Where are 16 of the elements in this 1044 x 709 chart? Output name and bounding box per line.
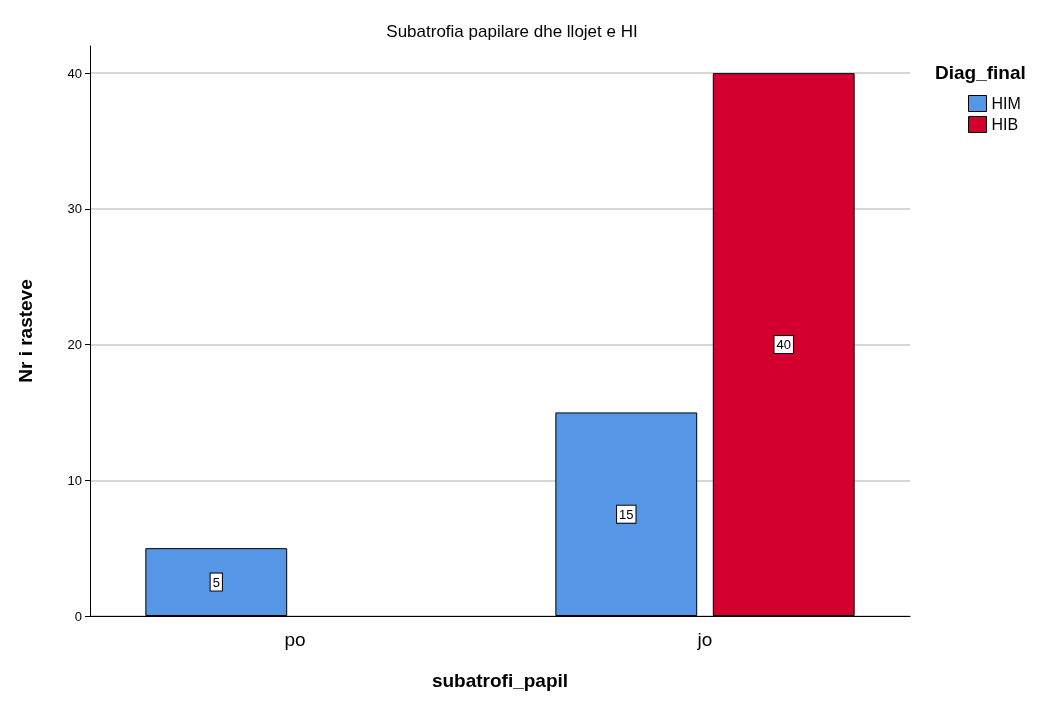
chart-title: Subatrofia papilare dhe llojet e HI (386, 22, 638, 41)
y-tick-label: 30 (67, 201, 82, 217)
legend-title: Diag_final (935, 62, 1026, 83)
data-label: 40 (776, 337, 791, 353)
y-axis-title: Nr i rasteve (15, 279, 36, 383)
y-tick-label: 40 (67, 65, 82, 81)
y-tick-label: 20 (67, 337, 82, 353)
legend-label: HIM (991, 95, 1021, 112)
y-tick-label: 10 (67, 472, 82, 488)
x-tick-label: po (284, 629, 306, 650)
legend-label: HIB (991, 116, 1019, 133)
x-axis-title: subatrofi_papil (431, 670, 569, 691)
data-label: 5 (212, 574, 220, 590)
y-tick-label: 0 (74, 608, 82, 624)
data-label: 15 (619, 506, 634, 522)
x-tick-label: jo (696, 629, 713, 650)
